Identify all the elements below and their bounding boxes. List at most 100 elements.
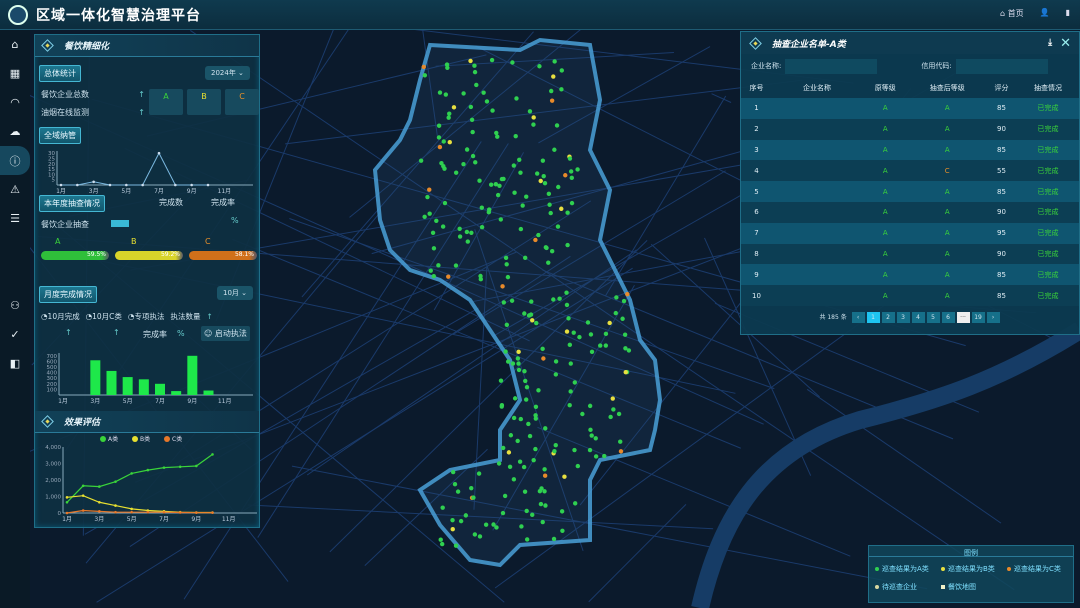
checklist-icon[interactable]: ✓ [10,328,20,341]
enterprise-marker [618,439,623,444]
column-header[interactable]: 抽查后等级 [929,84,965,92]
page-button[interactable]: 19 [971,311,985,323]
download-icon[interactable]: ⤓ [1048,38,1053,48]
enterprise-marker [611,407,616,412]
enterprise-marker [457,234,463,239]
enterprise-marker [437,90,443,95]
enterprise-marker [469,485,474,491]
data-point [195,511,198,514]
cell-name [772,181,862,202]
page-button[interactable]: 3 [896,311,910,323]
close-icon[interactable]: ✕ [1060,35,1071,51]
x-tick-label: 11月 [222,516,236,523]
page-button[interactable]: 5 [926,311,940,323]
enterprise-marker [567,342,573,348]
month-select[interactable]: 10月 ⌄ [217,286,254,300]
enterprise-marker [552,59,557,64]
enterprise-marker [554,123,560,128]
switch-icon[interactable]: ◧ [9,357,21,370]
enterprise-marker [613,310,618,316]
table-row[interactable]: 8 A A 90 已完成 [741,243,1079,265]
year-select[interactable]: 2024年 ⌄ [205,66,250,80]
x-tick-label: 5月 [127,516,137,523]
y-tick-label: 200 [47,382,58,388]
grade-progress-bar: 59.5% [41,251,109,260]
data-point [114,504,117,507]
enterprise-marker [552,449,557,454]
enterprise-marker [559,68,564,73]
enterprise-marker [495,192,501,198]
column-header[interactable]: 原等级 [874,84,896,92]
enterprise-marker [431,246,437,251]
enterprise-marker [514,96,519,101]
next-page-button[interactable]: › [986,311,1000,323]
enterprise-marker [542,467,547,472]
start-enforce-button[interactable]: ☺ 启动执法 [201,326,250,341]
page-button[interactable]: ··· [956,311,970,323]
page-button[interactable]: 1 [866,311,880,323]
table-row[interactable]: 3 A A 85 已完成 [741,139,1079,161]
document-icon[interactable]: ☰ [10,212,20,225]
page-button[interactable]: 6 [941,311,955,323]
warning-icon[interactable]: ⚠ [10,183,20,196]
prev-page-button[interactable]: ‹ [851,311,865,323]
inspect-label: 餐饮企业抽查 [41,220,89,229]
code-filter-input[interactable] [955,58,1048,74]
cell-score: 90 [986,118,1017,140]
enterprise-marker [490,108,495,113]
grade-b-label: B [131,237,137,246]
cell-score: 85 [986,139,1017,161]
y-tick-label: 300 [47,376,58,382]
enterprise-marker [508,433,514,438]
column-header[interactable]: 序号 [749,84,764,92]
x-tick-label: 5月 [121,188,131,195]
grade-a-label: A [55,237,61,246]
x-tick-label: 5月 [123,398,133,405]
grade-b: B [187,89,221,115]
column-header[interactable]: 企业名称 [803,84,831,92]
enterprise-marker [569,175,574,181]
table-row[interactable]: 2 A A 90 已完成 [741,118,1079,140]
dashboard-icon[interactable]: ▦ [9,67,21,80]
user-icon[interactable]: 👤 [1039,8,1050,17]
table-row[interactable]: 5 A A 85 已完成 [741,181,1079,202]
enterprise-marker [536,232,541,238]
enterprise-marker [521,464,527,470]
alarm-icon[interactable]: ◠ [10,96,20,109]
table-row[interactable]: 4 A C 55 已完成 [741,160,1079,182]
table-row[interactable]: 1 A A 85 已完成 [741,98,1079,119]
column-header[interactable]: 评分 [994,84,1009,92]
cloud-icon[interactable]: ☁ [9,125,21,138]
enterprise-marker [447,139,452,145]
logout-icon[interactable]: ▮ [1065,8,1070,17]
stat-row: 油烟在线监测 ↑ [41,108,145,117]
table-row[interactable]: 7 A A 95 已完成 [741,222,1079,244]
enterprise-marker [531,457,536,463]
enterprise-marker [572,501,578,506]
page-button[interactable]: 2 [881,311,895,323]
table-row[interactable]: 10 A A 85 已完成 [741,285,1079,306]
enterprise-marker [436,263,441,268]
enterprise-marker [559,206,564,211]
road [588,503,687,603]
enterprise-marker [564,302,570,308]
name-filter-input[interactable] [785,58,878,74]
cell-name [772,243,862,265]
column-header[interactable]: 抽查情况 [1034,84,1062,92]
table-row[interactable]: 9 A A 85 已完成 [741,264,1079,286]
home-link[interactable]: ⌂ 首页 [1000,9,1024,18]
table-row[interactable]: 6 A A 90 已完成 [741,201,1079,223]
enterprise-marker [515,356,521,361]
enterprise-marker [571,330,576,335]
page-button[interactable]: 4 [911,311,925,323]
user-icon[interactable]: ⚇ [10,299,20,312]
info-icon[interactable]: ⓘ [0,146,30,175]
enterprise-marker [465,239,471,244]
enterprise-marker [572,447,577,453]
pagination: 共 185 条 ‹ 1 2 3 4 5 6 ··· 19 › [741,311,1079,323]
home-icon[interactable]: ⌂ [11,38,19,51]
data-point [130,510,133,514]
enterprise-marker [568,389,573,394]
enterprise-marker [541,173,546,179]
data-point [178,511,182,514]
